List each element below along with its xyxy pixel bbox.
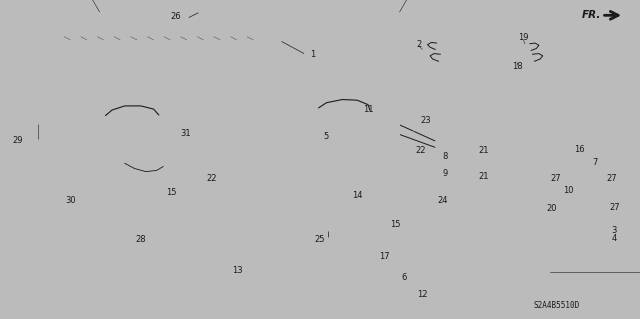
Text: 5: 5 [324, 132, 329, 141]
Text: 15: 15 [166, 188, 177, 197]
Text: 21: 21 [479, 172, 489, 181]
Text: 30: 30 [65, 196, 76, 205]
Text: 24: 24 [438, 196, 448, 205]
Polygon shape [289, 17, 626, 176]
Text: 22: 22 [416, 146, 426, 155]
Text: 16: 16 [574, 145, 584, 154]
Text: 7: 7 [593, 158, 598, 167]
Text: 9: 9 [443, 169, 448, 178]
Text: 31: 31 [180, 129, 191, 138]
Text: 25: 25 [315, 235, 325, 244]
Text: 20: 20 [547, 204, 557, 213]
Polygon shape [64, 32, 256, 43]
Polygon shape [567, 143, 584, 152]
Polygon shape [202, 145, 221, 155]
Text: 14: 14 [352, 191, 362, 200]
Text: 10: 10 [563, 186, 573, 195]
Circle shape [75, 0, 640, 319]
Text: 18: 18 [512, 63, 522, 71]
Text: 12: 12 [417, 290, 428, 299]
Polygon shape [564, 204, 605, 228]
Polygon shape [438, 57, 534, 64]
Circle shape [0, 0, 499, 314]
Text: 27: 27 [609, 204, 620, 212]
Circle shape [163, 0, 640, 319]
Text: 19: 19 [518, 33, 529, 42]
Circle shape [207, 0, 640, 319]
Text: 22: 22 [206, 174, 216, 183]
Text: 1: 1 [310, 50, 315, 59]
Text: 3: 3 [612, 226, 617, 235]
Circle shape [188, 0, 640, 319]
Text: 11: 11 [363, 105, 373, 114]
Polygon shape [435, 47, 531, 52]
Circle shape [203, 0, 640, 319]
Text: S2A4B5510D: S2A4B5510D [534, 301, 580, 310]
Text: 28: 28 [136, 235, 146, 244]
Text: 15: 15 [390, 220, 401, 229]
Text: 26: 26 [171, 12, 181, 21]
Text: 4: 4 [612, 234, 617, 243]
Text: 2: 2 [417, 40, 422, 48]
Text: 27: 27 [607, 174, 618, 183]
Circle shape [77, 0, 578, 319]
Text: 29: 29 [13, 137, 23, 145]
Circle shape [311, 0, 640, 319]
Text: 6: 6 [402, 273, 407, 282]
Text: 17: 17 [379, 252, 389, 261]
Text: 8: 8 [443, 152, 448, 161]
Text: 21: 21 [479, 146, 489, 155]
Text: FR.: FR. [582, 10, 602, 20]
Text: 27: 27 [550, 174, 561, 183]
Polygon shape [451, 148, 480, 160]
Text: 13: 13 [232, 266, 243, 275]
Text: 23: 23 [420, 116, 431, 125]
Polygon shape [452, 170, 476, 179]
Polygon shape [51, 19, 237, 33]
